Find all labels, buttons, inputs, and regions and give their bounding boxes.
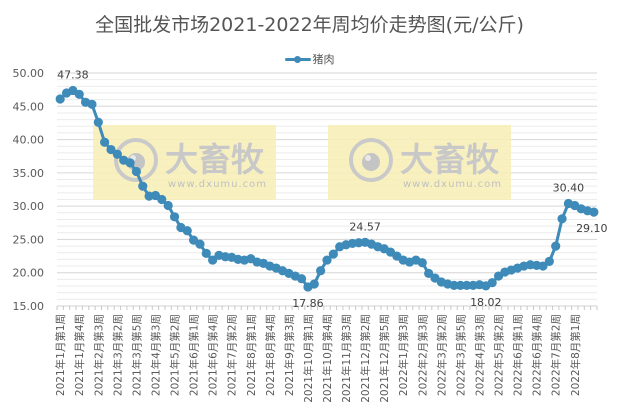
data-point	[296, 274, 307, 284]
x-tick-label: 2021年3月第2周	[111, 314, 124, 396]
svg-text:45.00: 45.00	[13, 100, 45, 113]
svg-text:大畜牧: 大畜牧	[400, 140, 500, 179]
data-label: 17.86	[292, 297, 324, 310]
data-point	[106, 144, 116, 155]
data-point	[551, 241, 561, 251]
x-tick-label: 2021年1月第4周	[73, 314, 86, 396]
series-pork	[55, 85, 599, 292]
x-tick-label: 2021年8月第4周	[264, 314, 277, 396]
data-label: 47.38	[57, 68, 89, 81]
svg-text:15.00: 15.00	[13, 300, 45, 313]
x-tick-label: 2021年6月第1周	[188, 314, 201, 396]
data-point	[417, 258, 427, 268]
x-tick-label: 2021年10月第1周	[302, 314, 315, 403]
legend-label: 猪肉	[312, 53, 335, 66]
x-tick-label: 2022年1月第3周	[397, 314, 410, 396]
data-point	[182, 226, 192, 236]
x-tick-label: 2021年5月第2周	[169, 314, 182, 396]
data-label: 30.40	[553, 181, 585, 194]
data-point	[112, 149, 122, 159]
data-point	[87, 99, 97, 109]
svg-text:40.00: 40.00	[13, 134, 45, 147]
data-point	[544, 256, 554, 266]
data-point	[157, 194, 167, 205]
data-point	[125, 158, 135, 168]
data-label: 29.10	[576, 222, 608, 235]
data-point	[557, 214, 567, 224]
chart-title: 全国批发市场2021-2022年周均价走势图(元/公斤)	[95, 14, 524, 36]
x-tick-label: 2021年3月第5周	[130, 314, 143, 396]
data-point	[328, 249, 338, 259]
data-point	[201, 248, 211, 259]
svg-text:20.00: 20.00	[13, 267, 45, 280]
x-axis: 2021年1月第1周 2021年1月第4周 2021年2月第3周 2021年3月第2周…	[54, 305, 598, 403]
svg-text:35.00: 35.00	[13, 167, 45, 180]
x-tick-label: 2022年2月第3周	[416, 314, 429, 396]
data-point	[316, 266, 326, 276]
x-tick-label: 2022年4月第3周	[473, 314, 486, 396]
svg-text:25.00: 25.00	[13, 233, 45, 246]
svg-text:50.00: 50.00	[13, 67, 45, 80]
data-point	[169, 212, 180, 222]
x-tick-label: 2021年9月第3周	[283, 314, 296, 396]
svg-text:www.dxumu.com: www.dxumu.com	[403, 179, 502, 190]
svg-text:www.dxumu.com: www.dxumu.com	[168, 179, 267, 190]
data-point	[487, 278, 497, 288]
data-label: 24.57	[349, 220, 381, 233]
data-point	[74, 89, 84, 99]
data-point	[455, 280, 466, 290]
y-axis: 50.00 45.00 40.00 35.00 30.00 25.00 20.00 15.00	[13, 67, 45, 313]
data-point	[163, 200, 173, 211]
data-labels: 47.38 17.86 24.57 18.02 30.40 29.10	[57, 68, 607, 310]
x-tick-label: 2021年6月第4周	[207, 314, 220, 396]
data-point	[538, 261, 548, 271]
data-point	[449, 280, 459, 290]
x-tick-label: 2021年7月第2周	[226, 314, 239, 396]
x-tick-label: 2021年12月第2周	[359, 314, 372, 403]
data-point	[462, 280, 472, 290]
x-tick-label: 2021年2月第3周	[92, 314, 105, 396]
data-point	[589, 207, 599, 217]
x-tick-label: 2021年1月第1周	[54, 314, 67, 396]
x-tick-label: 2022年6月第1周	[512, 314, 525, 396]
data-point	[195, 239, 205, 249]
x-tick-label: 2021年8月第1周	[245, 314, 258, 396]
data-label: 18.02	[470, 296, 502, 309]
chart-legend: 猪肉	[0, 51, 619, 68]
x-tick-label: 2021年4月第3周	[149, 314, 162, 396]
data-point	[309, 279, 319, 289]
data-point	[138, 181, 148, 191]
svg-text:30.00: 30.00	[13, 200, 45, 213]
data-point	[131, 166, 142, 177]
data-point	[55, 94, 65, 104]
data-point	[424, 268, 434, 278]
x-tick-label: 2022年5月第2周	[493, 314, 506, 396]
data-point	[93, 117, 103, 127]
x-tick-label: 2021年12月第5周	[378, 314, 391, 403]
x-tick-label: 2022年7月第2周	[550, 314, 563, 396]
x-tick-label: 2022年8月第1周	[569, 314, 582, 396]
x-tick-label: 2022年3月第2周	[435, 314, 448, 396]
x-tick-label: 2021年11月第3周	[340, 314, 353, 403]
svg-text:大畜牧: 大畜牧	[165, 140, 265, 179]
x-tick-label: 2022年6月第4周	[531, 314, 544, 396]
x-tick-label: 2022年3月第5周	[454, 314, 467, 396]
legend-line-marker-icon	[284, 53, 311, 65]
data-point	[322, 255, 332, 265]
data-point	[100, 137, 110, 147]
data-point	[208, 255, 218, 265]
x-tick-label: 2021年10月第4周	[321, 314, 334, 403]
